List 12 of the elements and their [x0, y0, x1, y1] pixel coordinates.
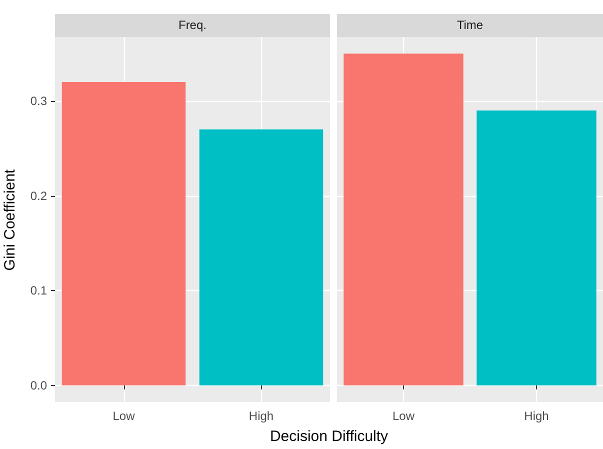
y-axis-title: Gini Coefficient: [2, 169, 18, 271]
x-tick-label: Low: [392, 409, 415, 423]
x-tick-label: Low: [112, 409, 136, 423]
chart-title: Freq.: [55, 14, 330, 37]
x-tick-label: High: [524, 409, 549, 423]
y-tick-label: 0.0: [30, 378, 48, 392]
x-tick-label: High: [248, 409, 274, 423]
y-tick-label: 0.2: [30, 188, 48, 203]
y-tick-label: 0.3: [30, 94, 48, 108]
chart-title: Time: [337, 14, 603, 37]
x-axis-title: Decision Difficulty: [268, 428, 390, 445]
y-tick-label: 0.1: [30, 284, 48, 298]
